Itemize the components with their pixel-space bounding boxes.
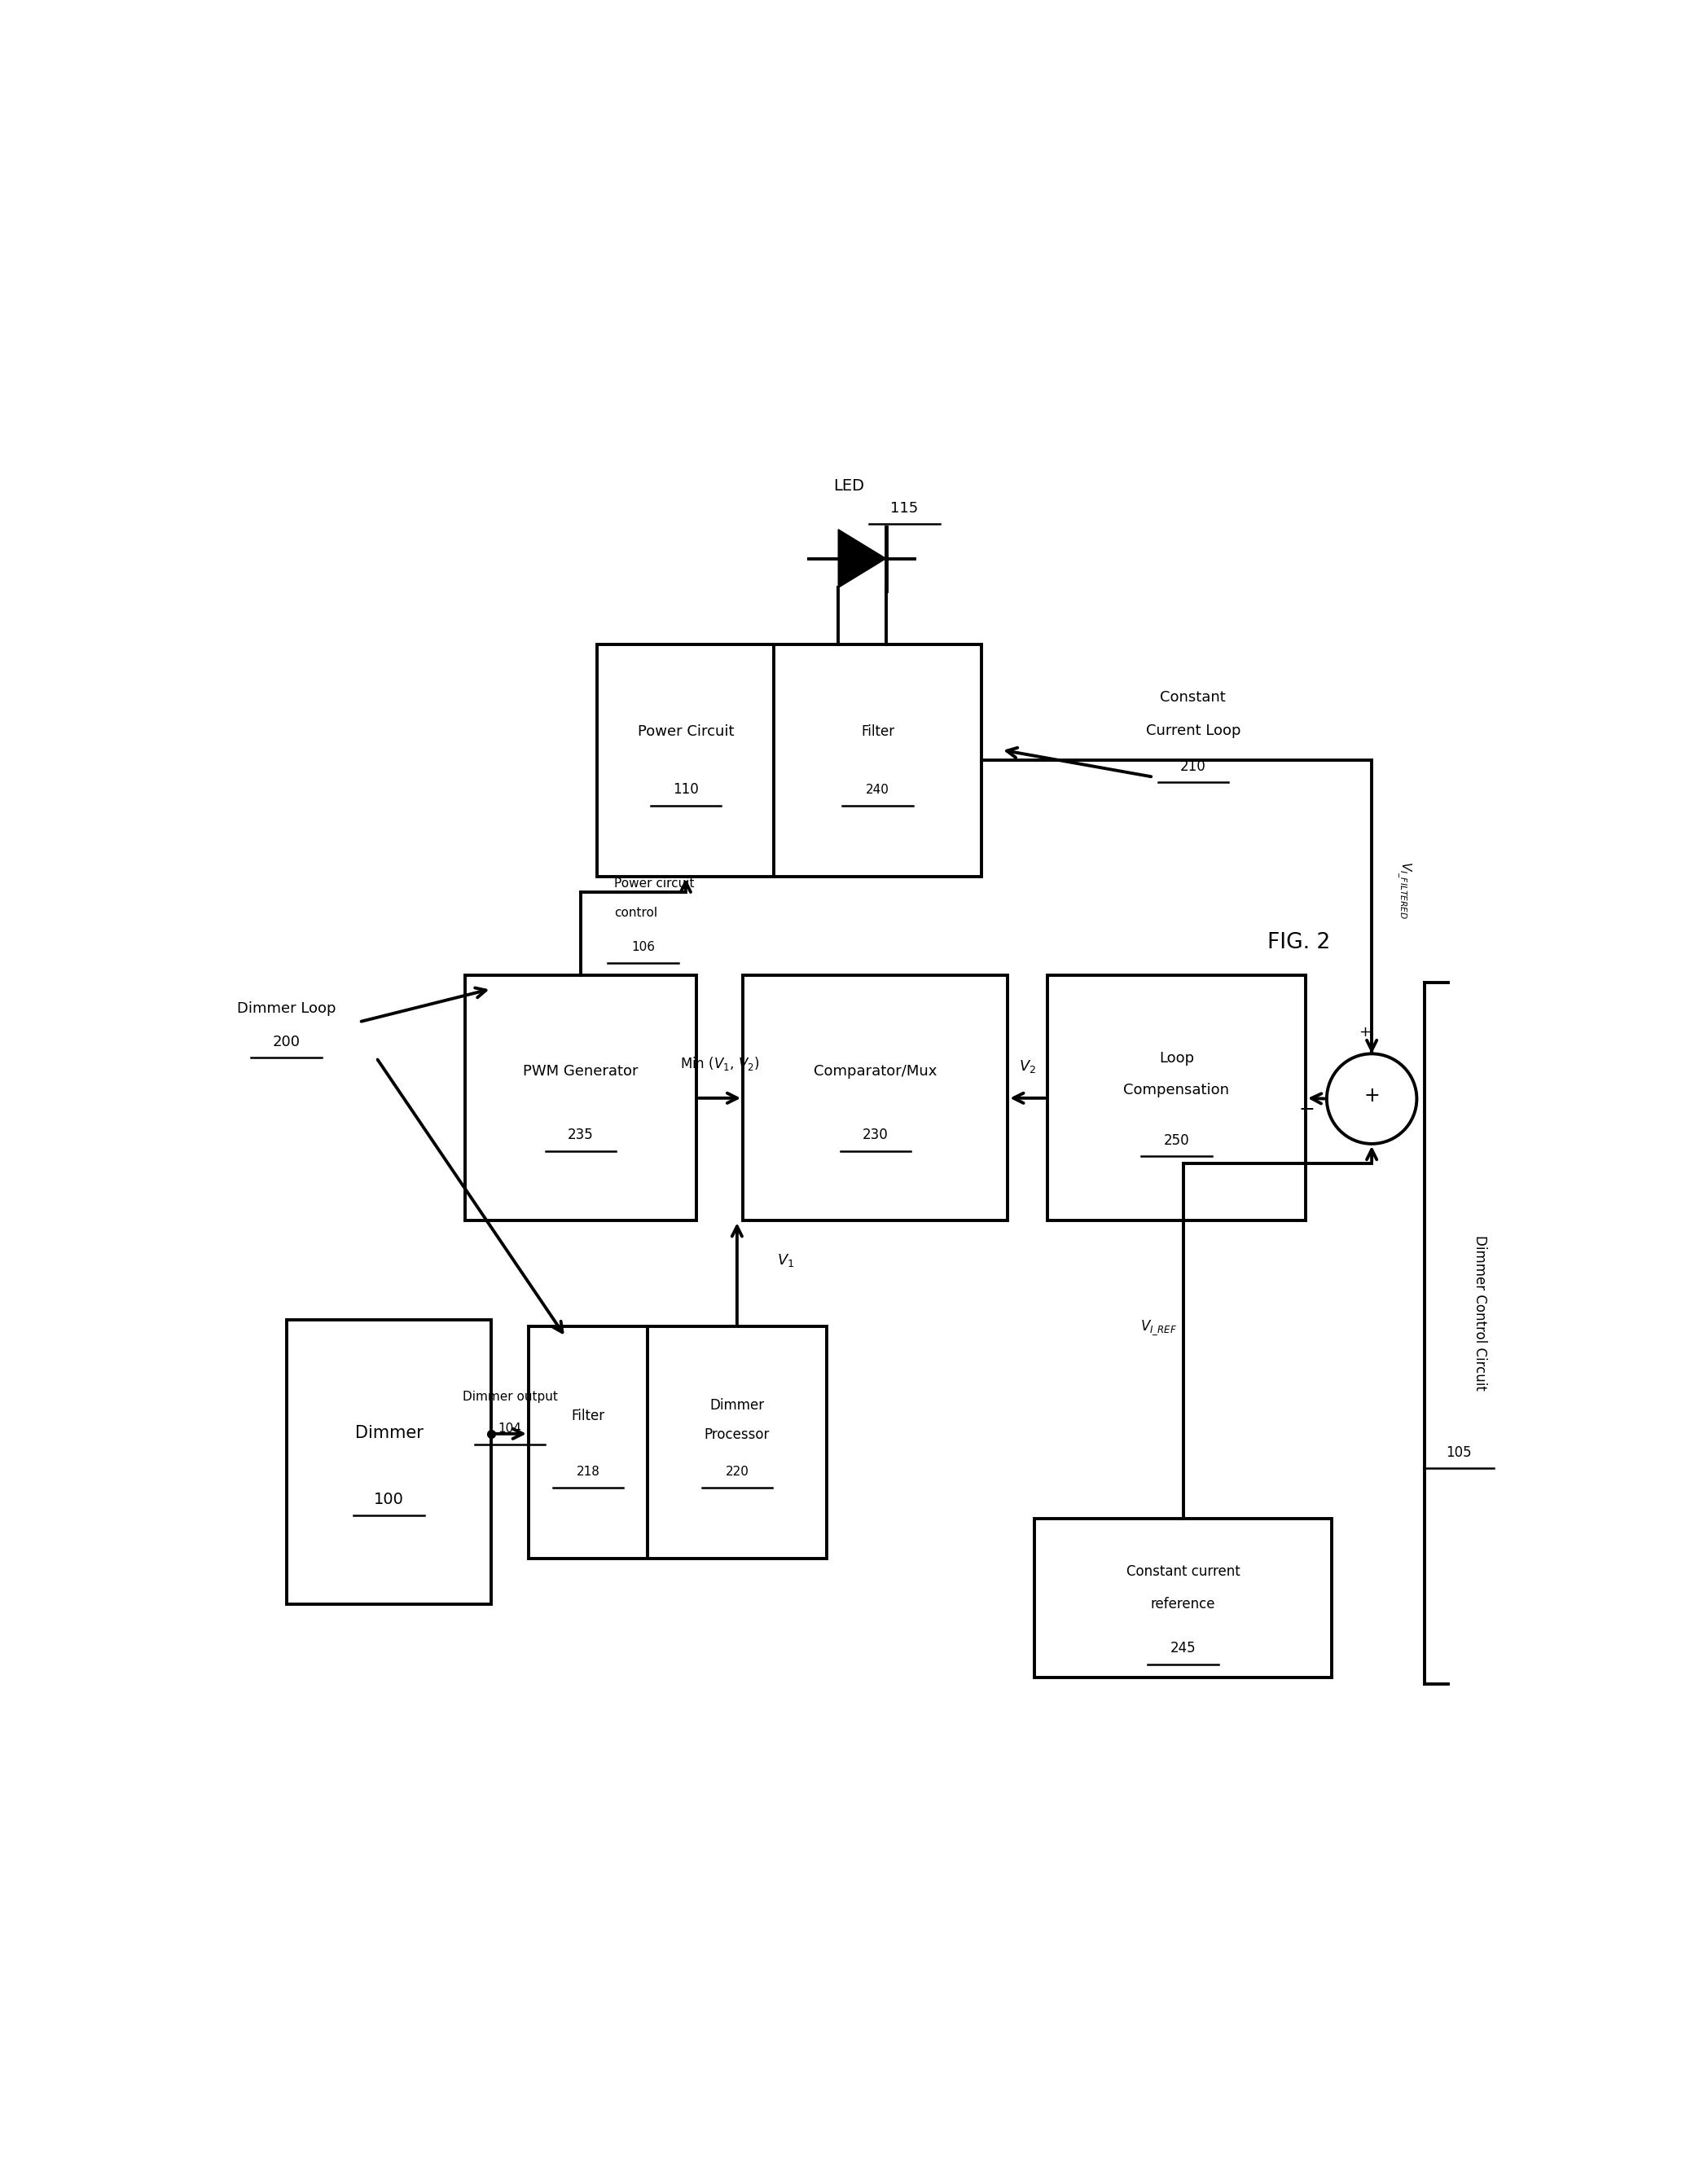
Text: 110: 110	[673, 783, 699, 796]
Text: $V_2$: $V_2$	[1020, 1058, 1037, 1075]
Text: reference: reference	[1151, 1596, 1216, 1612]
Text: 210: 210	[1180, 759, 1206, 774]
Bar	[287, 1320, 492, 1605]
Text: −: −	[1298, 1099, 1315, 1119]
Text: +: +	[1363, 1086, 1380, 1106]
Text: 240: 240	[866, 783, 890, 796]
Bar	[743, 975, 1008, 1221]
Text: Dimmer Loop: Dimmer Loop	[237, 1001, 336, 1016]
Text: Comparator/Mux: Comparator/Mux	[813, 1064, 938, 1080]
Text: Power circuit: Power circuit	[613, 877, 693, 890]
Text: $V_{I\_FILTERED}$: $V_{I\_FILTERED}$	[1395, 861, 1413, 918]
Text: 200: 200	[273, 1034, 301, 1049]
Circle shape	[1327, 1053, 1416, 1143]
Text: 100: 100	[374, 1492, 403, 1507]
Text: Dimmer Control Circuit: Dimmer Control Circuit	[1472, 1234, 1488, 1391]
Text: LED: LED	[834, 478, 864, 493]
Text: Filter: Filter	[861, 724, 895, 739]
Text: Dimmer: Dimmer	[355, 1424, 424, 1442]
Text: 106: 106	[632, 940, 654, 953]
Text: Current Loop: Current Loop	[1146, 724, 1240, 737]
Text: Dimmer: Dimmer	[711, 1398, 765, 1413]
Text: 220: 220	[726, 1466, 748, 1477]
Text: +: +	[1360, 1025, 1372, 1040]
Text: FIG. 2: FIG. 2	[1267, 931, 1331, 953]
Bar	[1033, 1518, 1332, 1677]
Text: 230: 230	[863, 1128, 888, 1143]
Bar	[528, 1326, 827, 1557]
Text: Compensation: Compensation	[1124, 1082, 1230, 1097]
Text: 104: 104	[499, 1422, 521, 1435]
Text: 235: 235	[567, 1128, 594, 1143]
Text: Processor: Processor	[704, 1426, 770, 1442]
Bar	[465, 975, 697, 1221]
Text: Min ($V_1$, $V_2$): Min ($V_1$, $V_2$)	[680, 1056, 760, 1073]
Text: 250: 250	[1163, 1134, 1189, 1147]
Text: $V_1$: $V_1$	[777, 1252, 794, 1269]
Text: 218: 218	[576, 1466, 600, 1477]
Text: Constant: Constant	[1160, 689, 1226, 704]
Text: PWM Generator: PWM Generator	[523, 1064, 639, 1080]
Text: 105: 105	[1447, 1446, 1472, 1459]
Text: Constant current: Constant current	[1126, 1564, 1240, 1579]
Text: Loop: Loop	[1160, 1051, 1194, 1067]
Text: 245: 245	[1170, 1640, 1196, 1655]
Text: Filter: Filter	[572, 1409, 605, 1424]
Text: Dimmer output: Dimmer output	[463, 1391, 557, 1402]
Text: 115: 115	[890, 502, 919, 515]
Polygon shape	[839, 530, 886, 587]
Text: Power Circuit: Power Circuit	[637, 724, 734, 739]
Bar	[1047, 975, 1305, 1221]
Bar	[598, 646, 980, 877]
Text: control: control	[613, 907, 658, 918]
Text: $V_{I\_REF}$: $V_{I\_REF}$	[1139, 1320, 1177, 1337]
